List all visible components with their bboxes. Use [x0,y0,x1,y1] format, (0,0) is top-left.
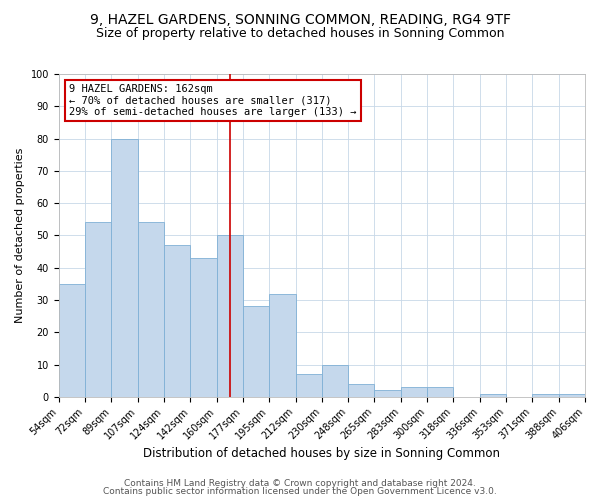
Bar [532,394,559,397]
Bar [269,294,296,397]
Bar [85,222,111,397]
Text: 9, HAZEL GARDENS, SONNING COMMON, READING, RG4 9TF: 9, HAZEL GARDENS, SONNING COMMON, READIN… [89,12,511,26]
Bar [164,245,190,397]
Bar [243,306,269,397]
Bar [374,390,401,397]
Bar [296,374,322,397]
Bar [137,222,164,397]
Bar [559,394,585,397]
Bar [401,387,427,397]
Bar [322,364,348,397]
Bar [480,394,506,397]
Bar [348,384,374,397]
Bar [427,387,454,397]
Text: Size of property relative to detached houses in Sonning Common: Size of property relative to detached ho… [96,28,504,40]
Bar [111,138,137,397]
Text: 9 HAZEL GARDENS: 162sqm
← 70% of detached houses are smaller (317)
29% of semi-d: 9 HAZEL GARDENS: 162sqm ← 70% of detache… [69,84,356,117]
X-axis label: Distribution of detached houses by size in Sonning Common: Distribution of detached houses by size … [143,447,500,460]
Text: Contains public sector information licensed under the Open Government Licence v3: Contains public sector information licen… [103,487,497,496]
Bar [59,284,85,397]
Text: Contains HM Land Registry data © Crown copyright and database right 2024.: Contains HM Land Registry data © Crown c… [124,478,476,488]
Y-axis label: Number of detached properties: Number of detached properties [15,148,25,323]
Bar [217,236,243,397]
Bar [190,258,217,397]
